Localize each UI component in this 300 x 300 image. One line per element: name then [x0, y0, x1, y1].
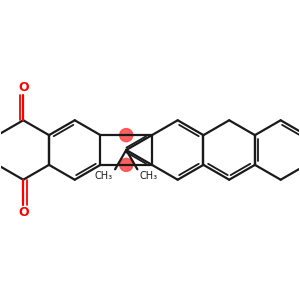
Text: O: O: [18, 81, 28, 94]
Text: CH₃: CH₃: [95, 171, 113, 181]
Circle shape: [120, 129, 133, 142]
Text: O: O: [18, 206, 28, 219]
Text: CH₃: CH₃: [140, 171, 158, 181]
Circle shape: [120, 158, 133, 171]
